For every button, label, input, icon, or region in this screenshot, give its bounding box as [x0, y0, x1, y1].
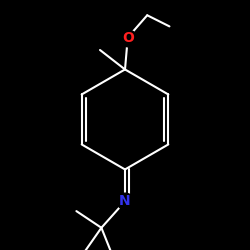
Text: N: N [119, 194, 131, 208]
Text: O: O [122, 30, 134, 44]
